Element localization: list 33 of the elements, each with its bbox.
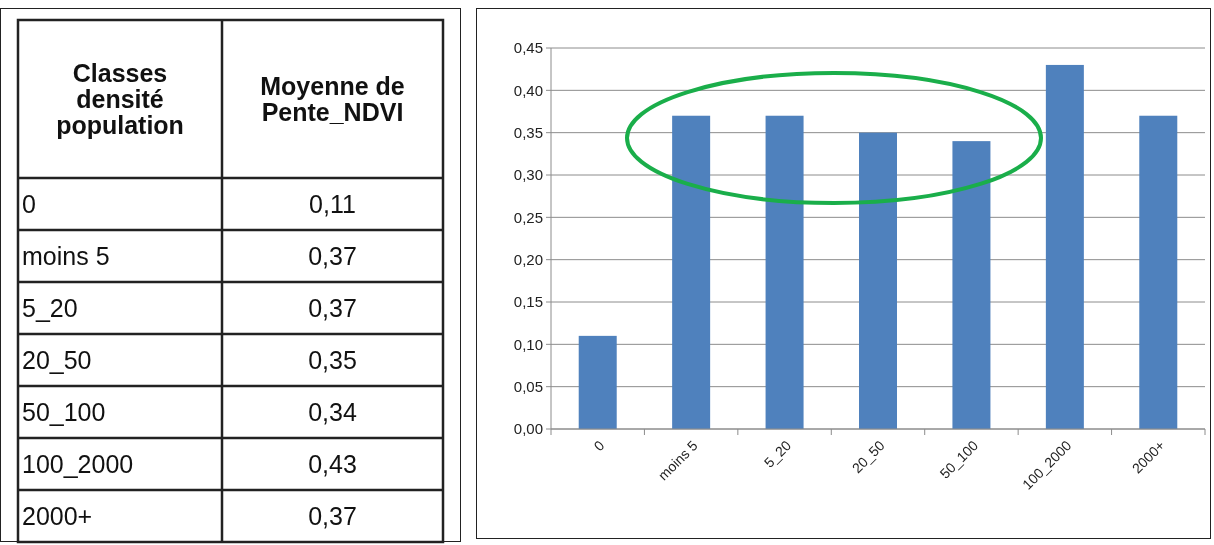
- bar: [1139, 115, 1178, 429]
- y-tick-label: 0,05: [513, 377, 543, 395]
- text: 0,11: [309, 190, 356, 218]
- text: Moyenne de Pente_NDVI: [260, 72, 405, 126]
- text: 0,37: [308, 294, 357, 322]
- y-tick-label: 0,35: [513, 123, 543, 141]
- bar: [672, 115, 711, 429]
- bar: [859, 132, 897, 429]
- text: 0,37: [308, 242, 357, 270]
- text: 0,43: [308, 450, 357, 478]
- text: 0,37: [308, 502, 357, 530]
- bar: [1045, 64, 1084, 429]
- text: 5_20: [22, 294, 78, 322]
- text: moins 5: [22, 242, 110, 270]
- y-tick-label: 0,30: [513, 166, 543, 184]
- text: 0,35: [308, 346, 357, 374]
- text: 20_50: [22, 346, 92, 374]
- y-tick-label: 0,10: [513, 335, 543, 353]
- bar: [578, 335, 617, 429]
- text: 2000+: [22, 502, 93, 530]
- text: Classes densité population: [56, 59, 184, 139]
- y-tick-label: 0,25: [513, 208, 543, 226]
- text: 50_100: [22, 398, 106, 426]
- y-tick-label: 0,00: [513, 420, 543, 438]
- text: 0,34: [308, 398, 357, 426]
- x-tick-label: 0: [590, 437, 608, 455]
- text: 0: [22, 190, 36, 218]
- y-tick-label: 0,20: [513, 250, 543, 268]
- y-tick-label: 0,45: [513, 39, 543, 57]
- y-tick-label: 0,15: [513, 293, 543, 311]
- bar: [952, 141, 991, 429]
- y-tick-label: 0,40: [513, 81, 543, 99]
- bar: [765, 115, 804, 429]
